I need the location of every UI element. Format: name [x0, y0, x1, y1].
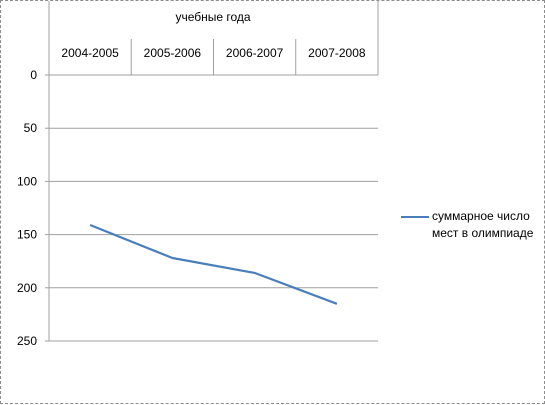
y-tick-label: 200 — [17, 281, 37, 295]
legend-series-label: суммарное число мест в олимпиаде — [432, 209, 534, 240]
y-tick-label: 50 — [24, 121, 38, 135]
y-tick-label: 0 — [30, 68, 37, 82]
category-label: 2004-2005 — [61, 46, 119, 60]
category-label: 2005-2006 — [144, 46, 202, 60]
legend-series-swatch — [401, 216, 429, 218]
y-tick-label: 150 — [17, 228, 37, 242]
y-tick-label: 100 — [17, 174, 37, 188]
chart-title: учебные года — [175, 10, 250, 24]
y-tick-label: 250 — [17, 334, 37, 348]
series-line — [89, 223, 338, 305]
category-label: 2007-2008 — [308, 46, 366, 60]
category-label: 2006-2007 — [226, 46, 284, 60]
